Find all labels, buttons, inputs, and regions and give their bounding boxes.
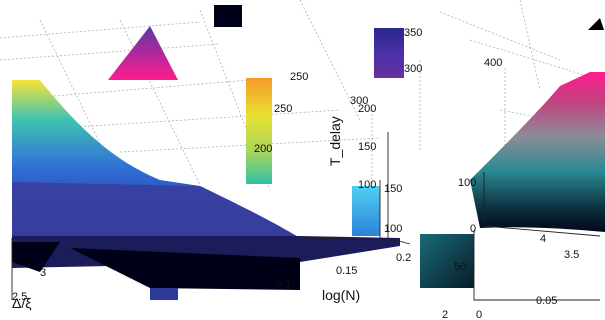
z-tick-label: 100 xyxy=(358,179,376,191)
surface-right xyxy=(420,18,605,288)
y-tick-label: 2 xyxy=(442,309,448,320)
x-tick-label: 0.1 xyxy=(276,279,291,291)
colorbar-tick-label: 150 xyxy=(384,183,402,195)
z-tick-label: 150 xyxy=(358,141,376,153)
colorbar-segment-low xyxy=(352,186,380,236)
colorbar-segment-mid xyxy=(246,78,272,184)
y-tick-label: 2.5 xyxy=(12,291,27,303)
colorbar-tick-label: 350 xyxy=(404,27,422,39)
colorbar-tick-label: 300 xyxy=(404,63,422,75)
x-tick-label: 0.05 xyxy=(536,295,557,307)
colorbar-tick-label: 250 xyxy=(274,103,292,115)
z-axis-label: T_delay xyxy=(327,116,343,166)
square-patch xyxy=(214,5,242,27)
colorbar-segment-top xyxy=(374,28,404,78)
y-tick-label: 3.5 xyxy=(564,249,579,261)
axes xyxy=(11,132,601,301)
z-tick-label: 400 xyxy=(484,57,502,69)
x-tick-label: 0.2 xyxy=(396,252,411,264)
z-tick-label: 50 xyxy=(454,261,466,273)
z-tick-label: 200 xyxy=(358,103,376,115)
x-axis-label: log(N) xyxy=(322,287,360,303)
x-tick-label: 0.15 xyxy=(336,265,357,277)
z-tick-label: 300 xyxy=(350,95,368,107)
colorbar-tick-label: 200 xyxy=(254,143,272,155)
z-tick-label: 0 xyxy=(470,223,476,235)
triangle-patch xyxy=(108,26,178,80)
tick-labels: 0.10.150.232.510015020025030010015020025… xyxy=(12,27,579,320)
z-tick-label: 100 xyxy=(458,177,476,189)
y-tick-label: 3 xyxy=(40,267,46,279)
surface-left xyxy=(12,80,400,300)
colorbar-tick-label: 100 xyxy=(384,223,402,235)
z-tick-label: 250 xyxy=(290,71,308,83)
x-tick-label: 0 xyxy=(476,309,482,320)
y-axis-label: Δ/ξ xyxy=(12,295,32,311)
y-tick-label: 4 xyxy=(540,233,546,245)
